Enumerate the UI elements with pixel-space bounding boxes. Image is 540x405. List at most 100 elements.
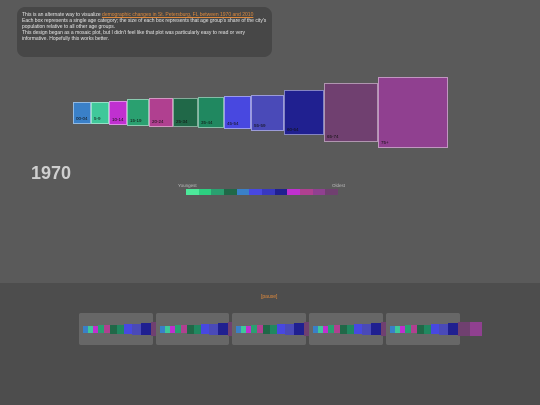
- thumb-box: [170, 325, 175, 333]
- age-box[interactable]: 10-14: [109, 101, 127, 125]
- age-box[interactable]: 65-74: [324, 83, 378, 142]
- thumb-box: [318, 325, 323, 333]
- thumb-box: [405, 325, 411, 333]
- thumb-box: [132, 323, 141, 335]
- age-box[interactable]: 25-34: [173, 98, 198, 127]
- thumb-box: [181, 325, 187, 333]
- legend-swatch: [274, 189, 288, 195]
- thumb-box: [424, 324, 431, 334]
- thumb-box: [417, 324, 424, 334]
- thumb-box: [110, 324, 117, 334]
- thumb-box: [187, 324, 194, 334]
- thumb-box: [88, 325, 93, 333]
- thumb-box: [165, 325, 170, 333]
- thumb-box: [241, 325, 246, 333]
- legend-swatch: [224, 189, 237, 195]
- thumb-box: [285, 323, 294, 335]
- legend-swatch: [236, 189, 250, 195]
- thumb-box: [218, 323, 228, 335]
- thumb-box: [263, 324, 270, 334]
- thumb-box: [124, 324, 132, 334]
- thumb-box: [141, 323, 151, 335]
- year-thumbnail[interactable]: [309, 313, 405, 345]
- age-box[interactable]: 60-64: [284, 90, 324, 135]
- legend-start: Youngest: [178, 183, 197, 188]
- thumb-box: [246, 325, 251, 333]
- legend-swatch: [262, 189, 275, 195]
- thumb-box: [98, 325, 104, 333]
- age-box[interactable]: 15-19: [127, 99, 149, 126]
- info-line: Each box represents a single age categor…: [22, 18, 267, 30]
- thumb-box: [354, 324, 362, 334]
- thumb-box: [340, 324, 347, 334]
- thumb-box: [83, 325, 88, 333]
- thumb-box: [328, 325, 334, 333]
- thumb-box: [439, 323, 448, 335]
- thumb-box: [251, 325, 257, 333]
- thumb-box: [362, 323, 371, 335]
- thumb-box: [313, 325, 318, 333]
- thumb-box: [277, 324, 285, 334]
- year-thumbnail[interactable]: [79, 313, 175, 345]
- thumb-box: [257, 325, 263, 333]
- legend-swatch: [198, 189, 212, 195]
- box-label: 65-74: [327, 134, 339, 139]
- thumb-box: [93, 325, 98, 333]
- thumb-box: [470, 322, 482, 336]
- legend-swatch: [325, 189, 339, 195]
- box-label: 35-44: [201, 120, 213, 125]
- thumb-box: [209, 323, 218, 335]
- legend-end: Oldest: [332, 183, 346, 188]
- thumb-box: [400, 325, 405, 333]
- info-intro: This is an alternate way to visualize: [22, 12, 101, 18]
- thumb-box: [431, 324, 439, 334]
- thumb-box: [347, 324, 354, 334]
- year-label: 1970: [31, 163, 72, 183]
- thumb-box: [448, 323, 458, 335]
- thumb-box: [117, 324, 124, 334]
- age-box[interactable]: 5-9: [91, 102, 109, 124]
- info-box: This is an alternate way to visualize de…: [17, 7, 272, 57]
- age-box[interactable]: 45-54: [224, 96, 251, 129]
- legend-bar: [186, 189, 339, 195]
- legend-swatch: [300, 189, 313, 195]
- year-thumbnail[interactable]: [156, 313, 252, 345]
- thumb-box: [104, 325, 110, 333]
- pause-button[interactable]: [pause]: [261, 294, 278, 300]
- thumb-box: [371, 323, 381, 335]
- info-link[interactable]: demographic changes in St. Petersburg, F…: [102, 12, 254, 18]
- box-label: 25-34: [176, 119, 188, 124]
- thumb-box: [334, 325, 340, 333]
- legend-swatch: [312, 189, 326, 195]
- legend-swatch: [287, 189, 301, 195]
- age-box[interactable]: 20-24: [149, 98, 173, 127]
- thumb-box: [294, 323, 304, 335]
- info-line: This design began as a mosaic plot, but …: [22, 30, 246, 42]
- thumb-box: [175, 325, 181, 333]
- box-label: 45-54: [227, 121, 239, 126]
- age-box[interactable]: 00-04: [73, 102, 91, 124]
- box-label: 75+: [381, 140, 389, 145]
- thumb-box: [160, 325, 165, 333]
- age-box[interactable]: 75+: [378, 77, 448, 148]
- thumb-box: [201, 324, 209, 334]
- thumb-box: [458, 322, 470, 336]
- thumb-box: [323, 325, 328, 333]
- legend-swatch: [249, 189, 263, 195]
- thumb-box: [236, 325, 241, 333]
- box-label: 55-59: [254, 123, 266, 128]
- legend-swatch: [211, 189, 225, 195]
- box-label: 10-14: [112, 117, 124, 122]
- box-label: 20-24: [152, 119, 164, 124]
- thumb-box: [194, 324, 201, 334]
- age-box[interactable]: 55-59: [251, 95, 284, 131]
- year-thumbnail[interactable]: [232, 313, 328, 345]
- age-box[interactable]: 35-44: [198, 97, 224, 128]
- thumb-box: [270, 324, 277, 334]
- box-label: 00-04: [76, 116, 88, 121]
- box-label: 60-64: [287, 127, 299, 132]
- box-label: 5-9: [94, 116, 101, 121]
- year-thumbnail[interactable]: [386, 313, 482, 345]
- legend-swatch: [186, 189, 199, 195]
